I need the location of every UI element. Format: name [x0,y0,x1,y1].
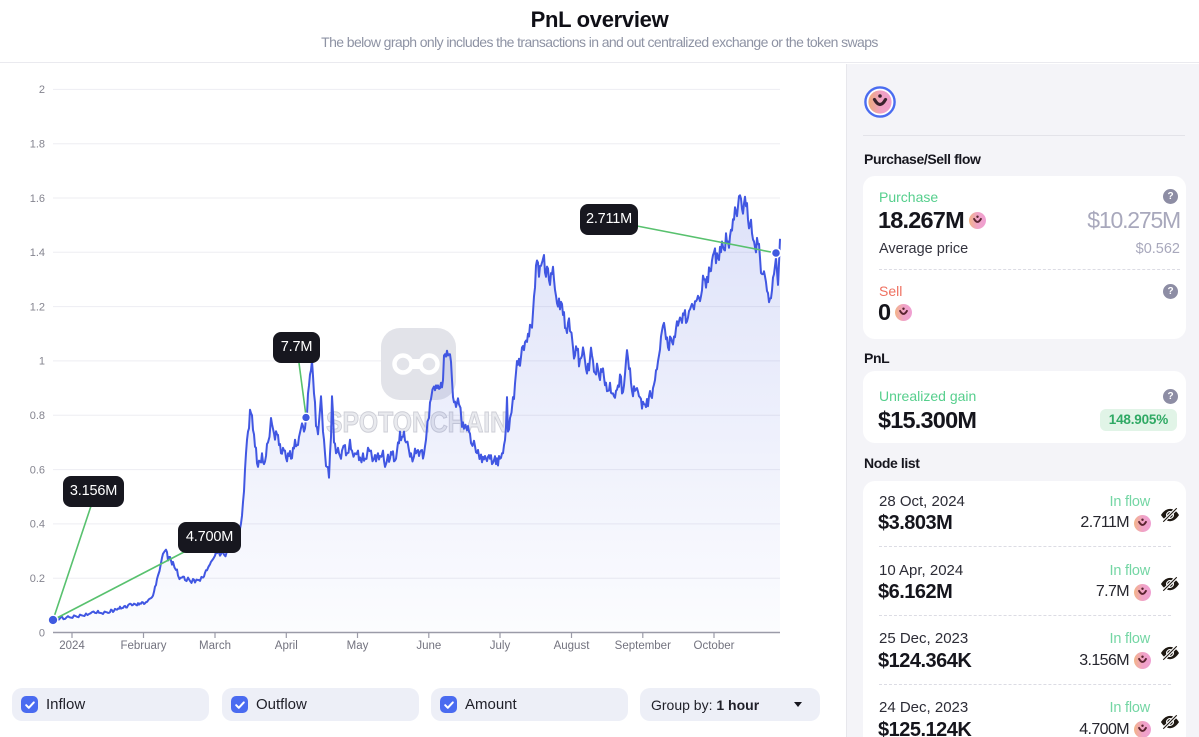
svg-text:1: 1 [39,356,45,368]
svg-text:July: July [490,640,511,652]
svg-text:0.6: 0.6 [30,464,45,476]
svg-text:SPOTONCHAIN: SPOTONCHAIN [326,407,508,439]
svg-text:1.8: 1.8 [30,139,45,151]
svg-text:June: June [416,640,441,652]
svg-text:September: September [615,640,671,652]
svg-text:1.6: 1.6 [30,193,45,205]
svg-text:0.2: 0.2 [30,573,45,585]
svg-text:0.8: 0.8 [30,410,45,422]
svg-text:1.4: 1.4 [30,247,45,259]
svg-text:October: October [694,640,735,652]
svg-text:0.4: 0.4 [30,519,45,531]
svg-text:April: April [275,640,298,652]
svg-text:March: March [199,640,231,652]
svg-text:May: May [347,640,369,652]
svg-text:2024: 2024 [59,640,85,652]
svg-text:1.2: 1.2 [30,301,45,313]
svg-text:2: 2 [39,84,45,96]
svg-text:August: August [554,640,591,652]
svg-text:February: February [120,640,166,652]
svg-text:0: 0 [39,627,45,639]
